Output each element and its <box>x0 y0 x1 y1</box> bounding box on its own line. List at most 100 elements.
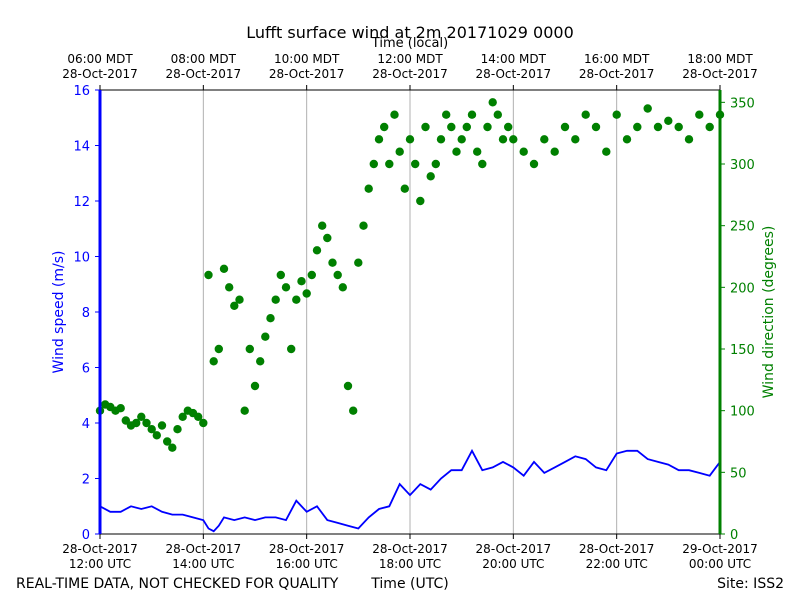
wind-direction-point <box>240 406 249 415</box>
wind-direction-point <box>261 332 270 341</box>
wind-direction-point <box>664 116 673 126</box>
wind-direction-point <box>467 110 477 119</box>
wind-direction-point <box>674 122 683 132</box>
wind-direction-point <box>426 172 435 181</box>
wind-direction-point <box>178 412 187 421</box>
wind-direction-point <box>462 122 471 132</box>
x-axis-label: Time (UTC) <box>370 576 448 592</box>
wind-direction-point <box>633 122 642 132</box>
bottom-tick-time: 14:00 UTC <box>172 557 234 571</box>
left-tick-label: 4 <box>82 417 90 432</box>
wind-direction-point <box>194 412 203 421</box>
wind-direction-point <box>297 277 306 286</box>
wind-direction-point <box>374 135 384 144</box>
right-axis-label: Wind direction (degrees) <box>761 226 777 399</box>
wind-direction-point <box>591 122 601 132</box>
wind-direction-point <box>509 135 518 144</box>
left-tick-label: 2 <box>82 473 90 488</box>
wind-direction-point <box>354 258 363 267</box>
wind-direction-point <box>416 196 425 206</box>
wind-direction-point <box>225 283 234 292</box>
bottom-tick-time: 18:00 UTC <box>379 557 441 571</box>
wind-speed-line <box>99 448 721 533</box>
wind-direction-point <box>116 404 125 413</box>
wind-direction-point <box>219 264 229 273</box>
wind-direction-point <box>457 135 466 144</box>
right-tick-label: 100 <box>730 405 755 420</box>
wind-direction-point <box>529 159 539 169</box>
left-tick-label: 16 <box>73 84 90 99</box>
bottom-tick-time: 00:00 UTC <box>689 557 751 571</box>
wind-direction-point <box>168 443 177 452</box>
bottom-tick-time: 22:00 UTC <box>586 557 648 571</box>
right-tick-label: 50 <box>730 466 747 481</box>
wind-direction-point <box>483 122 492 132</box>
wind-direction-point <box>359 221 368 230</box>
right-tick-label: 0 <box>730 528 738 543</box>
wind-direction-point <box>271 295 280 304</box>
left-axis-ticks: 0 2 4 6 8 10 12 14 16 <box>73 84 100 543</box>
wind-direction-point <box>142 418 151 428</box>
wind-direction-point <box>292 295 301 304</box>
bottom-tick-time: 12:00 UTC <box>69 557 131 571</box>
wind-direction-point <box>400 184 409 193</box>
bottom-tick-time: 16:00 UTC <box>276 557 338 571</box>
wind-direction-point <box>245 344 254 354</box>
wind-direction-point <box>121 416 130 425</box>
footer-disclaimer: REAL-TIME DATA, NOT CHECKED FOR QUALITY <box>16 576 339 592</box>
right-tick-label: 350 <box>730 96 755 111</box>
top-tick-time: 16:00 MDT <box>584 52 650 66</box>
wind-direction-point <box>452 147 461 156</box>
bottom-tick-time: 20:00 UTC <box>482 557 544 571</box>
wind-direction-point <box>364 184 373 193</box>
bottom-tick-date: 28-Oct-2017 <box>372 542 448 556</box>
wind-direction-point <box>390 110 399 119</box>
wind-direction-point <box>602 147 611 156</box>
left-tick-label: 14 <box>73 140 90 155</box>
bottom-tick-date: 28-Oct-2017 <box>269 542 345 556</box>
wind-direction-point <box>519 147 528 156</box>
wind-direction-point <box>276 270 285 280</box>
wind-direction-point <box>405 135 415 144</box>
wind-direction-point <box>199 418 208 428</box>
wind-direction-point <box>173 425 182 434</box>
wind-direction-point <box>581 110 590 119</box>
right-tick-label: 200 <box>730 281 755 296</box>
gridlines <box>99 90 721 534</box>
left-tick-label: 6 <box>82 362 90 377</box>
wind-direction-point <box>323 233 332 243</box>
wind-speed-series <box>99 448 721 533</box>
right-tick-label: 150 <box>730 343 755 358</box>
wind-direction-point <box>442 110 451 119</box>
wind-direction-point <box>395 147 404 156</box>
wind-direction-point <box>504 122 513 132</box>
wind-direction-point <box>349 406 358 415</box>
footer-site: Site: ISS2 <box>717 576 784 592</box>
wind-direction-point <box>643 104 652 113</box>
top-tick-date: 28-Oct-2017 <box>269 67 345 81</box>
wind-direction-point <box>695 110 704 119</box>
wind-direction-point <box>214 344 223 354</box>
wind-direction-point <box>571 135 580 144</box>
wind-direction-point <box>431 159 440 169</box>
top-tick-time: 10:00 MDT <box>274 52 340 66</box>
wind-direction-point <box>256 357 265 366</box>
wind-direction-point <box>333 270 342 280</box>
wind-direction-point <box>250 381 260 391</box>
top-tick-time: 18:00 MDT <box>687 52 753 66</box>
wind-direction-point <box>266 314 275 323</box>
wind-direction-point <box>540 135 549 144</box>
left-tick-label: 10 <box>73 251 90 266</box>
top-tick-date: 28-Oct-2017 <box>166 67 242 81</box>
wind-direction-point <box>152 431 161 440</box>
wind-direction-point <box>302 289 311 298</box>
wind-direction-point <box>343 381 353 391</box>
wind-direction-point <box>204 270 213 280</box>
bottom-tick-date: 28-Oct-2017 <box>476 542 552 556</box>
wind-direction-point <box>163 437 172 446</box>
bottom-tick-date: 28-Oct-2017 <box>62 542 138 556</box>
wind-direction-point <box>411 159 420 169</box>
top-tick-time: 06:00 MDT <box>67 52 133 66</box>
